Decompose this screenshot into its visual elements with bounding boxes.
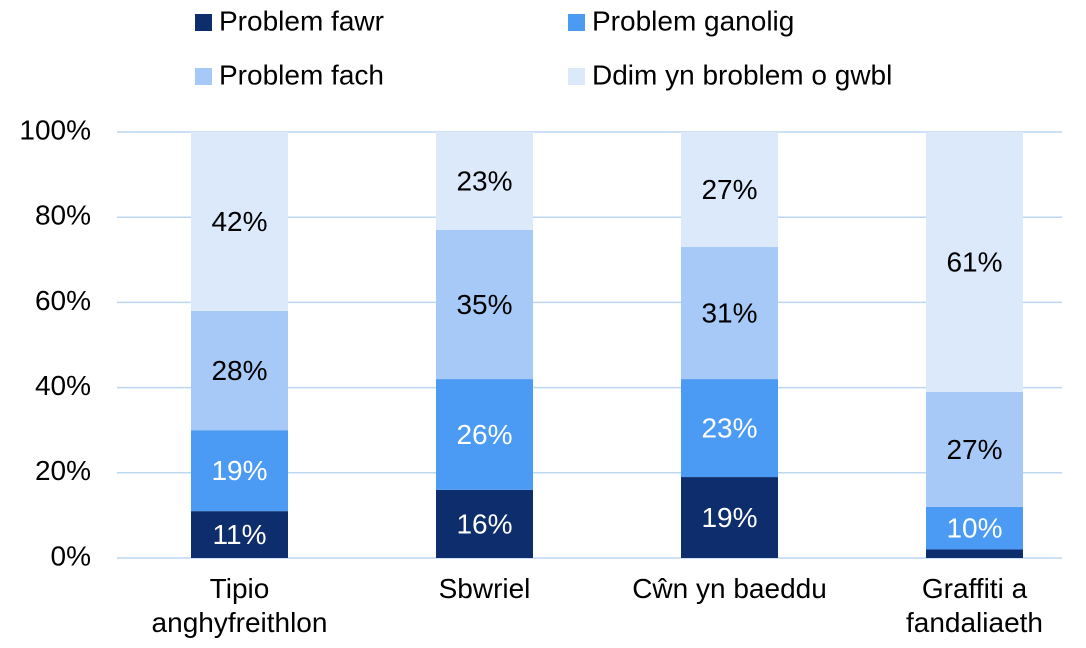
y-tick-label: 80% [35,200,91,231]
bar-segment [191,310,288,431]
legend-label: Problem fawr [219,5,384,36]
legend-swatch [568,68,585,85]
value-label: 26% [456,419,512,450]
value-label: 19% [211,455,267,486]
bar-segment [681,247,778,380]
y-tick-label: 40% [35,370,91,401]
legend-swatch [195,68,212,85]
bar-segment [191,511,288,558]
value-label: 23% [701,412,757,443]
legend-label: Problem fach [219,59,384,90]
y-tick-label: 100% [19,114,91,145]
bar-segment [191,132,288,311]
value-label: 61% [946,246,1002,277]
bar-segment [681,379,778,478]
legend-label: Problem ganolig [592,5,794,36]
value-label: 16% [456,508,512,539]
y-tick-label: 20% [35,455,91,486]
bar-segment [926,132,1023,392]
value-label: 27% [701,174,757,205]
value-label: 31% [701,297,757,328]
bar-segment [436,379,533,490]
bar-segment [436,132,533,230]
x-tick-label: Graffiti a fandaliaeth [905,573,1043,638]
legend-swatch [568,14,585,31]
value-label: 42% [211,206,267,237]
bar-segment [436,489,533,558]
bar-segment [681,477,778,558]
value-label: 11% [213,519,267,550]
x-tick-label: Cŵn yn baeddu [632,573,827,604]
x-tick-label: Tipio anghyfreithlon [151,573,328,638]
bar-segment [436,229,533,380]
bar-segment [926,506,1023,550]
bar-segment [926,549,1023,558]
value-label: 27% [946,434,1002,465]
legend-swatch [195,14,212,31]
x-tick-label: Sbwriel [438,573,531,604]
value-label: 28% [211,355,267,386]
value-label: 23% [456,165,512,196]
bar-segment [191,430,288,512]
value-label: 19% [701,502,757,533]
y-tick-label: 60% [35,285,91,316]
bar-segment [926,391,1023,507]
bar-segment [681,132,778,248]
value-label: 10% [946,513,1002,544]
y-tick-label: 0% [51,540,91,571]
value-label: 35% [456,289,512,320]
legend-label: Ddim yn broblem o gwbl [592,59,892,90]
